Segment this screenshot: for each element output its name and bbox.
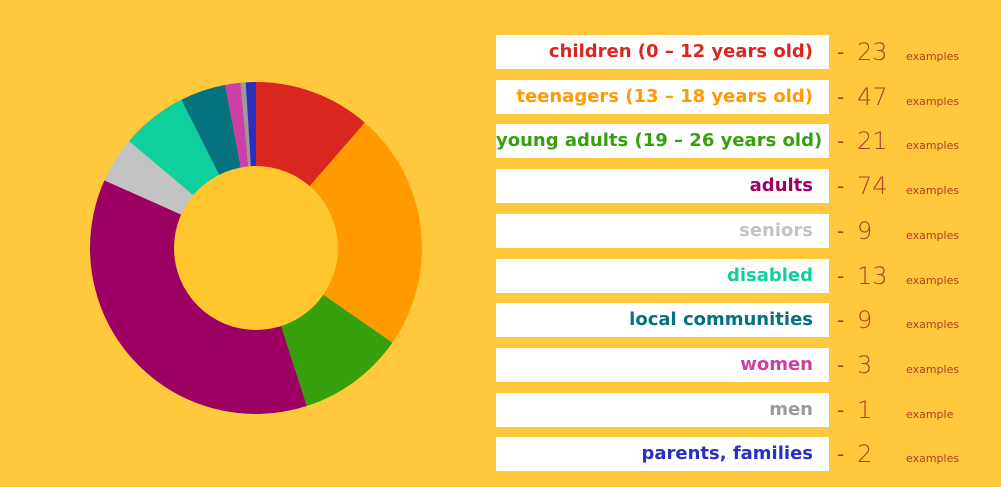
legend-unit: examples: [906, 452, 960, 466]
legend-label: young adults (19 – 26 years old): [496, 124, 829, 159]
legend-unit: examples: [906, 318, 960, 332]
legend-value: 9: [857, 306, 873, 335]
legend-value: 2: [857, 440, 873, 469]
legend-label: men: [496, 392, 829, 427]
legend-unit: example: [906, 407, 954, 421]
legend-label: adults: [496, 169, 829, 204]
legend-unit: examples: [906, 50, 960, 63]
legend-label: local communities: [496, 303, 829, 338]
legend-label: disabled: [496, 258, 829, 293]
legend-dash: -: [837, 442, 845, 467]
legend-unit: examples: [906, 273, 960, 287]
legend-value: 23: [857, 38, 888, 66]
legend-label: women: [496, 347, 829, 382]
legend-dash: -: [837, 174, 845, 199]
legend-value: 74: [857, 172, 888, 201]
legend-unit: examples: [906, 139, 960, 153]
legend-unit: examples: [906, 362, 960, 376]
legend-label: teenagers (13 – 18 years old): [496, 79, 829, 114]
legend-value: 1: [857, 395, 873, 424]
legend-label: children (0 – 12 years old): [496, 35, 829, 69]
legend-value: 13: [857, 261, 888, 290]
legend-dash: -: [837, 129, 845, 154]
legend-dash: -: [837, 84, 845, 109]
legend-label: seniors: [496, 213, 829, 248]
legend-dash: -: [837, 263, 845, 288]
legend-label: parents, families: [496, 437, 829, 472]
legend-dash: -: [837, 40, 845, 64]
legend-value: 9: [857, 216, 873, 245]
legend-unit: examples: [906, 184, 960, 198]
legend-dash: -: [837, 397, 845, 422]
legend-dash: -: [837, 352, 845, 377]
legend-value: 47: [857, 82, 888, 111]
legend-unit: examples: [906, 94, 960, 108]
legend-unit: examples: [906, 228, 960, 242]
legend-value: 3: [857, 350, 873, 379]
legend-dash: -: [837, 308, 845, 333]
legend-dash: -: [837, 218, 845, 243]
legend-value: 21: [857, 127, 888, 156]
donut-hole: [174, 166, 338, 330]
pie-slice: [256, 122, 423, 343]
